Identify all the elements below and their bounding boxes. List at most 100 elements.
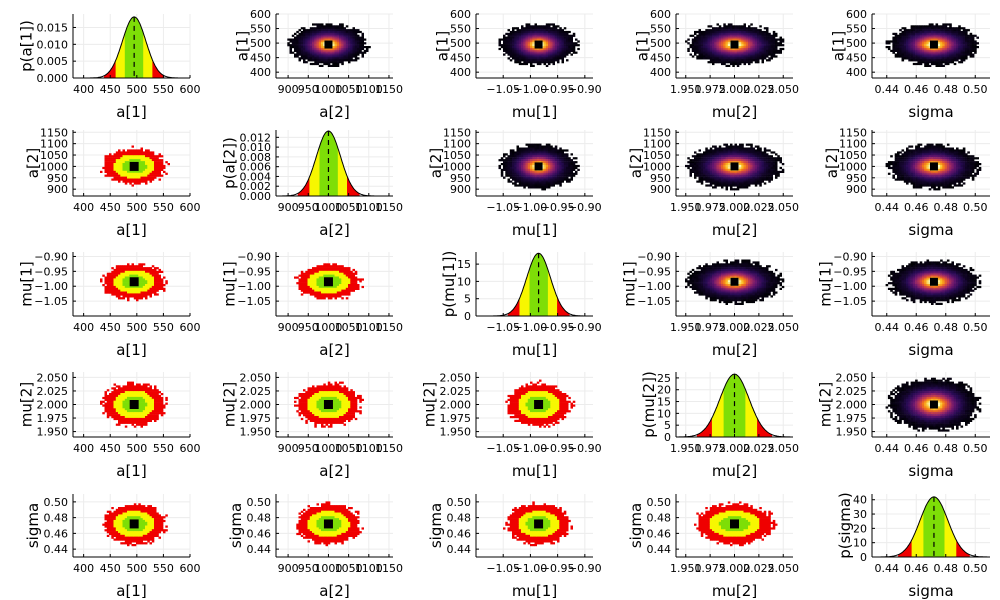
y-tick-label: 1000 xyxy=(839,160,867,173)
x-tick-label: 600 xyxy=(180,83,201,96)
y-tick-label: 1000 xyxy=(443,160,471,173)
y-tick-label: 0.50 xyxy=(44,496,69,509)
y-tick-label: 600 xyxy=(450,8,471,21)
y-tick-label: 10 xyxy=(853,537,867,550)
y-tick-label: 550 xyxy=(650,23,671,36)
x-tick-label: 1150 xyxy=(375,442,403,455)
x-tick-label: 2.050 xyxy=(768,442,800,455)
x-axis-label: sigma xyxy=(908,221,953,239)
y-tick-label: 20 xyxy=(657,384,671,397)
y-tick-label: 1050 xyxy=(839,149,867,162)
y-axis-label: a[2] xyxy=(627,148,645,178)
mean-marker xyxy=(730,519,739,528)
x-tick-label: 0.44 xyxy=(875,83,900,96)
x-tick-label: 400 xyxy=(73,562,94,575)
panel-a-2-vs-mu-1: 9009501000105011001150a[2]−1.05−1.00−0.9… xyxy=(427,126,602,239)
y-tick-label: 0.015 xyxy=(37,21,69,34)
y-tick-label: 2.000 xyxy=(37,399,69,412)
x-tick-label: 0.50 xyxy=(963,442,988,455)
x-axis-label: sigma xyxy=(908,582,953,600)
x-tick-label: 0.46 xyxy=(904,201,929,214)
panel-mu-2-vs-mu-1: 1.9501.9752.0002.0252.050mu[2]−1.05−1.00… xyxy=(421,371,602,480)
y-axis-label: mu[1] xyxy=(221,261,239,306)
y-tick-label: 5 xyxy=(664,419,671,432)
y-tick-label: 450 xyxy=(846,52,867,65)
x-axis-label: a[1] xyxy=(116,582,146,600)
y-tick-label: 15 xyxy=(657,396,671,409)
y-tick-label: 2.000 xyxy=(836,399,868,412)
y-axis-label: a[2] xyxy=(427,148,445,178)
mean-marker xyxy=(130,400,139,409)
y-tick-label: 2.050 xyxy=(240,371,272,384)
y-tick-label: 1.950 xyxy=(240,426,272,439)
x-axis-label: a[1] xyxy=(116,462,146,480)
y-tick-label: 0.000 xyxy=(37,72,69,85)
y-tick-label: −1.05 xyxy=(637,295,671,308)
x-tick-label: 900 xyxy=(278,83,299,96)
y-axis-label: mu[1] xyxy=(621,261,639,306)
x-axis-label: a[2] xyxy=(319,341,349,359)
x-tick-label: 0.46 xyxy=(904,562,929,575)
x-axis-label: mu[1] xyxy=(512,341,557,359)
y-axis-label: a[1] xyxy=(830,31,848,61)
x-tick-label: 0.48 xyxy=(934,83,959,96)
x-tick-label: 400 xyxy=(73,201,94,214)
x-tick-label: 600 xyxy=(180,562,201,575)
y-tick-label: 2.025 xyxy=(240,385,272,398)
x-tick-label: 600 xyxy=(180,321,201,334)
y-tick-label: 500 xyxy=(450,37,471,50)
y-tick-label: 15 xyxy=(457,258,471,271)
x-axis-label: a[2] xyxy=(319,462,349,480)
y-axis-label: p(a[1]) xyxy=(18,20,36,72)
y-tick-label: 0.46 xyxy=(44,527,69,540)
x-tick-label: 900 xyxy=(278,321,299,334)
y-tick-label: 550 xyxy=(846,23,867,36)
y-tick-label: 1050 xyxy=(643,149,671,162)
panel-sigma-vs-a-2: 0.440.460.480.50sigma900 9501000105011001… xyxy=(227,494,403,600)
x-tick-label: 0.48 xyxy=(934,442,959,455)
x-tick-label: −0.90 xyxy=(568,321,602,334)
mean-marker xyxy=(930,41,938,49)
y-tick-label: 600 xyxy=(250,8,271,21)
x-tick-label: 900 xyxy=(278,201,299,214)
x-tick-label: 400 xyxy=(73,442,94,455)
x-tick-label: 0.50 xyxy=(963,562,988,575)
y-tick-label: 2.050 xyxy=(440,371,472,384)
mean-marker xyxy=(324,41,332,49)
y-axis-label: mu[2] xyxy=(817,382,835,427)
x-tick-label: 600 xyxy=(180,442,201,455)
x-axis-label: mu[2] xyxy=(712,582,757,600)
y-tick-label: −1.05 xyxy=(237,295,271,308)
y-tick-label: 400 xyxy=(846,66,867,79)
y-tick-label: −0.95 xyxy=(637,265,671,278)
y-tick-label: 600 xyxy=(650,8,671,21)
y-axis-label: a[1] xyxy=(234,31,252,61)
y-tick-label: 10 xyxy=(457,275,471,288)
y-tick-label: 1150 xyxy=(643,126,671,139)
x-tick-label: 0.48 xyxy=(934,321,959,334)
x-tick-label: 0.46 xyxy=(904,83,929,96)
y-tick-label: 0.012 xyxy=(240,131,272,144)
x-axis-label: sigma xyxy=(908,341,953,359)
y-axis-label: sigma xyxy=(227,503,245,548)
y-tick-label: −0.90 xyxy=(34,250,68,263)
panel-mu-2-vs-sigma: 1.9501.9752.0002.0252.050mu[2]0.44 0.46 0.… xyxy=(817,371,991,480)
y-tick-label: 950 xyxy=(846,172,867,185)
x-tick-label: 0.44 xyxy=(875,321,900,334)
x-tick-label: 550 xyxy=(153,562,174,575)
y-tick-label: 900 xyxy=(846,183,867,196)
y-tick-label: 900 xyxy=(650,183,671,196)
mean-marker xyxy=(731,41,739,49)
y-axis-label: sigma xyxy=(427,503,445,548)
y-tick-label: 0.50 xyxy=(447,496,472,509)
y-tick-label: 1000 xyxy=(643,160,671,173)
y-tick-label: 500 xyxy=(650,37,671,50)
y-axis-label: a[1] xyxy=(434,31,452,61)
y-axis-label: p(sigma) xyxy=(836,492,854,559)
y-axis-label: mu[2] xyxy=(221,382,239,427)
y-tick-label: 600 xyxy=(846,8,867,21)
x-axis-label: mu[2] xyxy=(712,462,757,480)
